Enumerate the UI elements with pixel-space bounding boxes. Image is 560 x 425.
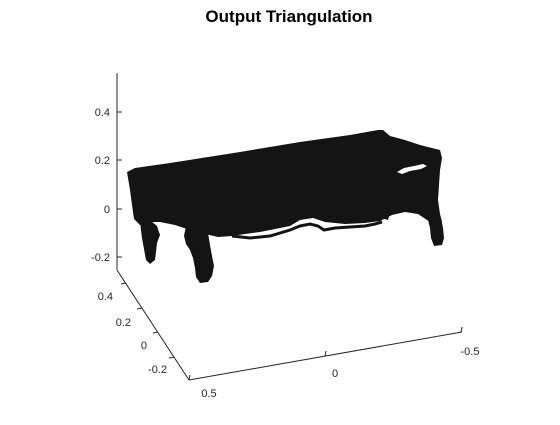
axes [116,73,463,381]
horizontal-axis-tick-label: 0 [332,368,338,380]
depth-axis-tick [136,307,143,310]
depth-axis-tick-label: 0 [141,340,147,352]
depth-axis-ticks [120,282,175,359]
vertical-axis-tick-label: -0.2 [91,252,110,264]
mesh-leg-right [426,210,444,246]
horizontal-axis-tick-label: 0.5 [201,388,216,400]
chart-title: Output Triangulation [205,7,372,26]
depth-axis-labels: 0.4 0.2 0 -0.2 [98,291,167,376]
depth-axis-tick-label: 0.4 [98,291,113,303]
vertical-axis-tick-label: 0.4 [95,107,110,119]
depth-axis-tick-label: 0.2 [116,317,131,329]
depth-axis-line [116,269,190,381]
vertical-axis-labels: 0.4 0.2 0 -0.2 [91,107,110,264]
mesh-leg-front-center [184,226,214,283]
depth-axis-tick [168,356,175,359]
horizontal-axis-labels: 0.5 0 -0.5 [201,346,479,400]
vertical-axis-tick-label: 0.2 [95,155,110,167]
mesh-hole [397,164,427,174]
horizontal-axis-ticks [188,326,463,381]
vertical-axis-ticks [117,111,122,258]
mesh-apron-edge [231,220,383,240]
vertical-axis-tick-label: 0 [104,204,110,216]
depth-axis-tick [152,331,159,334]
table-mesh [127,130,444,283]
horizontal-axis-tick [324,350,327,357]
depth-axis-tick-label: -0.2 [148,364,167,376]
horizontal-axis-tick [460,326,463,333]
mesh-tabletop [127,130,442,237]
mesh-leg-right-inner [380,204,390,220]
horizontal-axis-tick-label: -0.5 [461,346,480,358]
mesh-leg-front-left [140,220,160,264]
horizontal-axis-tick [188,374,191,381]
depth-axis-tick [120,282,127,285]
